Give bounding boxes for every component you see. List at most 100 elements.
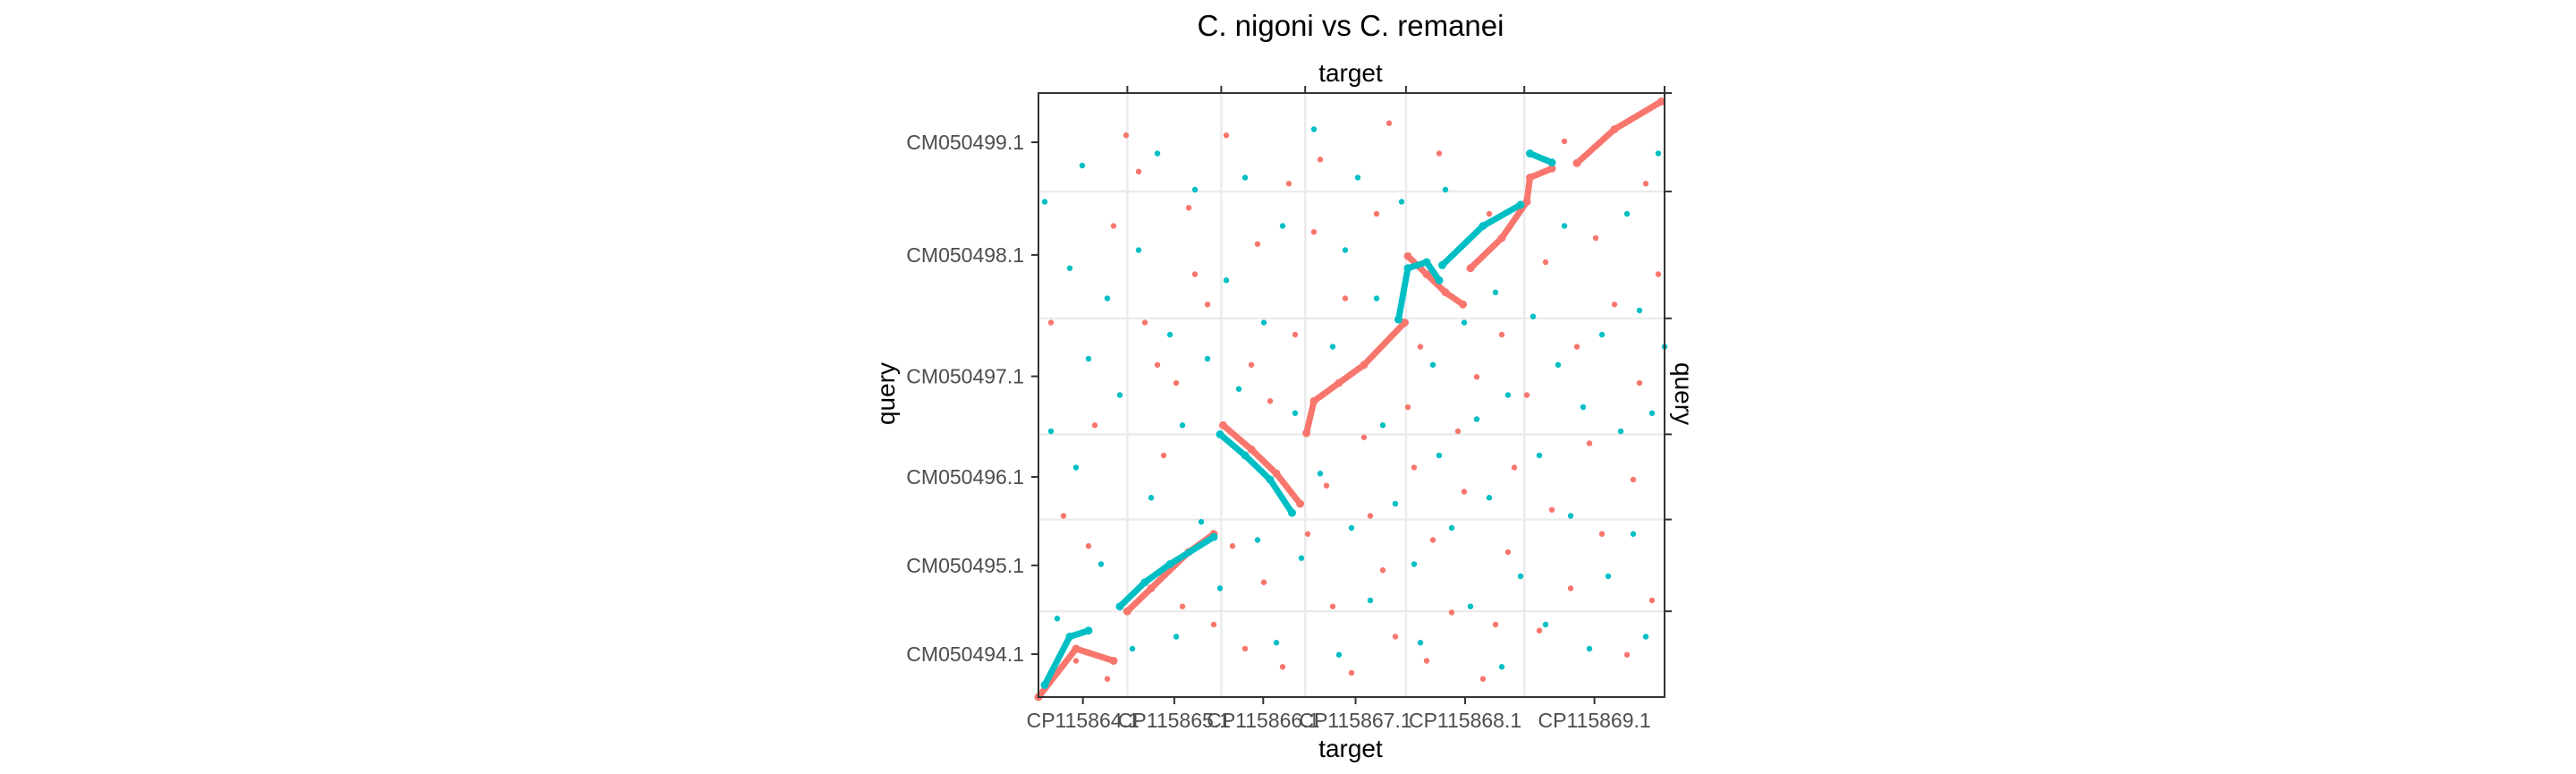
- alignment-anchor-point: [1247, 445, 1256, 454]
- alignment-point: [1135, 168, 1142, 174]
- alignment-point: [1079, 162, 1086, 169]
- alignment-anchor-point: [1403, 264, 1412, 273]
- alignment-point: [1392, 634, 1399, 640]
- alignment-point: [1248, 361, 1255, 368]
- alignment-point: [1260, 319, 1267, 326]
- alignment-point: [1542, 621, 1549, 628]
- alignment-point: [1467, 603, 1474, 609]
- alignment-point: [1141, 319, 1148, 326]
- alignment-anchor-point: [1216, 430, 1224, 438]
- alignment-point: [1648, 410, 1656, 416]
- alignment-anchor-point: [1219, 421, 1227, 430]
- alignment-point: [1072, 658, 1080, 664]
- alignment-point: [1436, 150, 1443, 157]
- alignment-point: [1173, 634, 1180, 640]
- alignment-anchor-point: [1610, 125, 1619, 133]
- alignment-point: [1417, 344, 1424, 350]
- panel-border: [1038, 92, 1665, 698]
- alignment-point: [1204, 355, 1211, 362]
- alignment-point: [1385, 120, 1393, 126]
- alignment-point: [1342, 247, 1349, 253]
- y-axis-left-title: query: [872, 362, 900, 425]
- alignment-point: [1511, 464, 1518, 471]
- y-tick-label: CM050496.1: [906, 465, 1024, 489]
- alignment-point: [1548, 506, 1555, 513]
- alignment-point: [1448, 524, 1455, 532]
- alignment-anchor-point: [1272, 469, 1281, 478]
- alignment-point: [1636, 307, 1643, 314]
- x-tick-label: CP115865.1: [1118, 709, 1231, 732]
- alignment-point: [1411, 464, 1418, 471]
- alignment-point: [1536, 452, 1543, 459]
- alignment-point: [1586, 645, 1593, 652]
- alignment-point: [1179, 603, 1186, 609]
- alignment-point: [1373, 210, 1380, 217]
- alignment-point: [1279, 223, 1286, 229]
- alignment-anchor-point: [1084, 626, 1093, 635]
- alignment-anchor-point: [1547, 158, 1556, 167]
- alignment-anchor-point: [1040, 681, 1049, 689]
- alignment-anchor-point: [1657, 97, 1665, 106]
- alignment-anchor-point: [1401, 319, 1409, 327]
- alignment-point: [1060, 513, 1067, 519]
- alignment-point: [1429, 361, 1436, 368]
- x-tick-label: CP115864.1: [1027, 709, 1140, 732]
- alignment-point: [1605, 573, 1612, 580]
- alignment-point: [1655, 150, 1662, 157]
- alignment-anchor-point: [1072, 644, 1080, 653]
- alignment-point: [1542, 259, 1549, 266]
- alignment-anchor-point: [1335, 378, 1343, 387]
- alignment-anchor-point: [1360, 361, 1368, 370]
- alignment-point: [1329, 603, 1336, 609]
- alignment-point: [1417, 640, 1424, 646]
- alignment-point: [1191, 271, 1199, 277]
- alignment-point: [1292, 410, 1299, 416]
- alignment-point: [1642, 634, 1649, 640]
- alignment-point: [1254, 241, 1261, 247]
- alignment-point: [1348, 524, 1355, 532]
- alignment-point: [1598, 531, 1606, 537]
- alignment-point: [1367, 513, 1374, 519]
- alignment-anchor-point: [1522, 198, 1531, 206]
- alignment-anchor-point: [1302, 429, 1311, 438]
- alignment-anchor-point: [1394, 315, 1402, 324]
- y-tick-label: CM050495.1: [906, 554, 1024, 577]
- x-tick-label: CP115866.1: [1207, 709, 1319, 732]
- alignment-point: [1085, 543, 1092, 549]
- alignment-point: [1530, 313, 1537, 319]
- alignment-point: [1223, 277, 1230, 284]
- alignment-point: [1373, 295, 1380, 302]
- alignment-point: [1642, 181, 1649, 187]
- alignment-point: [1047, 428, 1055, 435]
- alignment-anchor-point: [1123, 607, 1131, 616]
- alignment-point: [1323, 482, 1330, 489]
- alignment-point: [1191, 186, 1199, 193]
- alignment-point: [1479, 676, 1487, 682]
- tick-labels: CP115864.1CP115865.1CP115866.1CP115867.1…: [906, 131, 1650, 732]
- alignment-point: [1517, 573, 1524, 580]
- alignment-point: [1091, 422, 1098, 429]
- alignment-point: [1429, 537, 1436, 543]
- alignment-anchor-point: [1209, 532, 1218, 541]
- alignment-point: [1630, 531, 1637, 537]
- alignment-point: [1648, 597, 1656, 604]
- alignment-anchor-point: [1266, 475, 1275, 484]
- alignment-point: [1598, 331, 1606, 338]
- alignment-point: [1072, 464, 1080, 471]
- alignment-point: [1461, 489, 1468, 495]
- alignment-point: [1085, 355, 1092, 362]
- alignment-point: [1342, 295, 1349, 302]
- alignment-point: [1592, 234, 1599, 242]
- y-tick-label: CM050498.1: [906, 243, 1024, 267]
- alignment-point: [1260, 579, 1267, 585]
- alignment-point: [1611, 302, 1618, 308]
- alignment-anchor-point: [1497, 234, 1506, 242]
- alignment-anchor-point: [1466, 264, 1475, 273]
- alignment-point: [1273, 640, 1280, 646]
- alignment-anchor-point: [1438, 260, 1446, 269]
- alignment-point: [1198, 519, 1205, 525]
- axis-ticks: [1031, 86, 1672, 704]
- alignment-point: [1504, 549, 1512, 556]
- alignment-point: [1148, 495, 1155, 501]
